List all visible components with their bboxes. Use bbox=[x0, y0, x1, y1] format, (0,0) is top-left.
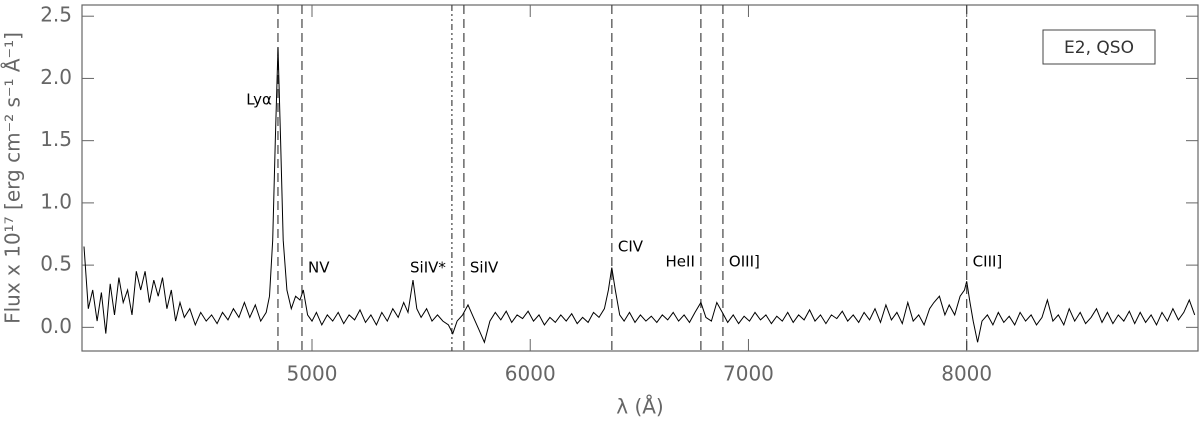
spectrum-line bbox=[83, 47, 1196, 344]
legend-text: E2, QSO bbox=[1064, 38, 1134, 58]
y-axis-label: Flux x 10¹⁷ [erg cm⁻² s⁻¹ Å⁻¹] bbox=[1, 32, 25, 324]
emission-line-label: CIV bbox=[618, 238, 644, 256]
x-tick-label: 8000 bbox=[941, 362, 992, 386]
y-tick-label: 1.5 bbox=[40, 127, 72, 151]
y-tick-label: 1.0 bbox=[40, 189, 72, 213]
emission-line-label: Lyα bbox=[246, 91, 272, 109]
x-tick-label: 5000 bbox=[287, 362, 338, 386]
emission-line-label: CIII] bbox=[973, 253, 1003, 271]
y-tick-label: 0.0 bbox=[40, 314, 72, 338]
y-tick-label: 2.5 bbox=[40, 3, 72, 27]
y-tick-label: 0.5 bbox=[40, 252, 72, 276]
x-tick-label: 6000 bbox=[505, 362, 556, 386]
y-tick-label: 2.0 bbox=[40, 65, 72, 89]
emission-line-label: SiIV bbox=[470, 259, 499, 277]
x-axis-label: λ (Å) bbox=[616, 395, 663, 419]
plot-frame bbox=[81, 4, 1199, 352]
emission-line-label: HeII bbox=[666, 253, 695, 271]
legend-box bbox=[1042, 29, 1156, 65]
emission-line-label: NV bbox=[308, 259, 330, 277]
x-tick-label: 7000 bbox=[723, 362, 774, 386]
emission-line-label: OIII] bbox=[729, 253, 760, 271]
emission-line-label: SiIV* bbox=[410, 259, 446, 277]
